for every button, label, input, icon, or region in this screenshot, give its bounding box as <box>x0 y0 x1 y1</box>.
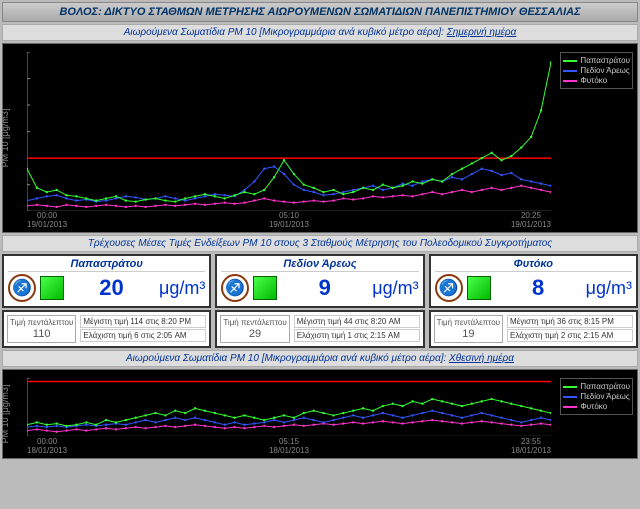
station-name: Φυτόκο <box>435 258 632 272</box>
min-value: Ελάχιστη τιμή 1 στις 2:15 AM <box>294 329 420 342</box>
station-value-box: Φυτόκο ♐ 8 μg/m³ <box>429 254 638 308</box>
x-tick-label: 05:1518/01/2013 <box>269 438 309 456</box>
min-value: Ελάχιστη τιμή 6 στις 2:05 AM <box>80 329 206 342</box>
section2-title: Τρέχουσες Μέσες Τιμές Ενδείξεων PM 10 στ… <box>2 235 638 252</box>
station-value: 8 <box>495 275 582 301</box>
status-indicator <box>253 276 277 300</box>
fivemin-box: Τιμή πεντάλεπτου 29 <box>220 315 289 343</box>
x-tick-label: 20:2519/01/2013 <box>511 212 551 230</box>
section3-title: Αιωρούμενα Σωματίδια PM 10 [Μικρογραμμάρ… <box>2 350 638 367</box>
centaur-icon: ♐ <box>221 274 249 302</box>
y-axis-label: PM 10 [μg/m3] <box>0 109 10 168</box>
x-tick-label: 23:5518/01/2013 <box>511 438 551 456</box>
section3-day: Χθεσινή ημέρα <box>449 353 514 364</box>
station-value-box: Πεδίον Άρεως ♐ 9 μg/m³ <box>215 254 424 308</box>
x-labels: 00:0019/01/2013 05:1019/01/2013 20:2519/01… <box>27 212 551 230</box>
station-value: 20 <box>68 275 155 301</box>
legend-item: Φυτόκο <box>563 76 630 85</box>
station-column: Παπαστράτου ♐ 20 μg/m³ Τιμή πεντάλεπτου … <box>2 254 211 348</box>
station-name: Πεδίον Άρεως <box>221 258 418 272</box>
legend-item: Παπαστράτου <box>563 56 630 65</box>
legend-item: Παπαστράτου <box>563 382 630 391</box>
y-axis-label-2: PM 10 [μg/m3] <box>0 385 10 444</box>
legend-item: Πεδίον Άρεως <box>563 392 630 401</box>
stations-row: Παπαστράτου ♐ 20 μg/m³ Τιμή πεντάλεπτου … <box>2 254 638 348</box>
station-stats-box: Τιμή πεντάλεπτου 29 Μέγιστη τιμή 44 στις… <box>215 310 424 348</box>
legend: ΠαπαστράτουΠεδίον ΆρεωςΦυτόκο <box>560 52 633 89</box>
station-column: Πεδίον Άρεως ♐ 9 μg/m³ Τιμή πεντάλεπτου … <box>215 254 424 348</box>
centaur-icon: ♐ <box>8 274 36 302</box>
section1-title: Αιωρούμενα Σωματίδια PM 10 [Μικρογραμμάρ… <box>2 24 638 41</box>
x-tick-label: 05:1019/01/2013 <box>269 212 309 230</box>
chart-today: PM 10 [μg/m3] 0255075100125150 Παπαστράτ… <box>2 43 638 233</box>
legend-item: Φυτόκο <box>563 402 630 411</box>
chart-yesterday: PM 10 [μg/m3] 050 ΠαπαστράτουΠεδίον Άρεω… <box>2 369 638 459</box>
max-value: Μέγιστη τιμή 36 στις 8:15 PM <box>507 315 633 328</box>
status-indicator <box>467 276 491 300</box>
fivemin-box: Τιμή πεντάλεπτου 110 <box>7 315 76 343</box>
section1-day: Σημερινή ημέρα <box>447 27 517 38</box>
max-value: Μέγιστη τιμή 114 στις 8:20 PM <box>80 315 206 328</box>
station-unit: μg/m³ <box>159 278 205 299</box>
station-unit: μg/m³ <box>586 278 632 299</box>
x-tick-label: 00:0018/01/2013 <box>27 438 67 456</box>
chart-yesterday-svg: 050 <box>27 378 551 436</box>
station-unit: μg/m³ <box>372 278 418 299</box>
x-tick-label: 00:0019/01/2013 <box>27 212 67 230</box>
legend-2: ΠαπαστράτουΠεδίον ΆρεωςΦυτόκο <box>560 378 633 415</box>
chart-today-svg: 0255075100125150 <box>27 52 551 211</box>
station-stats-box: Τιμή πεντάλεπτου 19 Μέγιστη τιμή 36 στις… <box>429 310 638 348</box>
station-value: 9 <box>281 275 368 301</box>
max-value: Μέγιστη τιμή 44 στις 8:20 AM <box>294 315 420 328</box>
status-indicator <box>40 276 64 300</box>
legend-item: Πεδίον Άρεως <box>563 66 630 75</box>
station-value-box: Παπαστράτου ♐ 20 μg/m³ <box>2 254 211 308</box>
min-value: Ελάχιστη τιμή 2 στις 2:15 AM <box>507 329 633 342</box>
station-name: Παπαστράτου <box>8 258 205 272</box>
station-stats-box: Τιμή πεντάλεπτου 110 Μέγιστη τιμή 114 στ… <box>2 310 211 348</box>
page-title: ΒΟΛΟΣ: ΔΙΚΤΥΟ ΣΤΑΘΜΩΝ ΜΕΤΡΗΣΗΣ ΑΙΩΡΟΥΜΕΝ… <box>2 2 638 22</box>
section1-text: Αιωρούμενα Σωματίδια PM 10 [Μικρογραμμάρ… <box>124 27 447 38</box>
station-column: Φυτόκο ♐ 8 μg/m³ Τιμή πεντάλεπτου 19 Μέγ… <box>429 254 638 348</box>
fivemin-box: Τιμή πεντάλεπτου 19 <box>434 315 503 343</box>
section3-text: Αιωρούμενα Σωματίδια PM 10 [Μικρογραμμάρ… <box>126 353 449 364</box>
centaur-icon: ♐ <box>435 274 463 302</box>
x-labels-2: 00:0018/01/2013 05:1518/01/2013 23:5518/01… <box>27 438 551 456</box>
